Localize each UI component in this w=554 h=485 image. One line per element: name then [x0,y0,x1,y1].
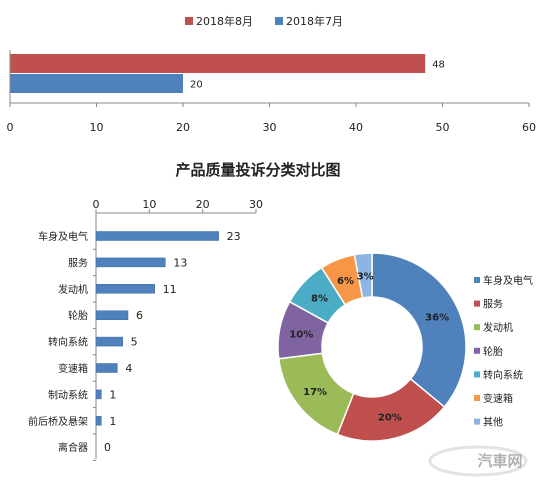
bar [95,336,123,347]
category-label: 发动机 [58,283,88,296]
category-label: 服务 [68,256,88,269]
legend-swatch [275,17,283,25]
x-tick-label: 60 [522,121,536,134]
bar [10,54,426,73]
category-label: 前后桥及悬架 [28,415,88,428]
legend-swatch [185,17,193,25]
watermark-logo: 汽車网 [428,445,528,477]
category-label: 轮胎 [68,309,88,322]
legend-label: 其他 [483,416,503,429]
bar [95,284,155,294]
svg-text:汽車网: 汽車网 [477,452,522,470]
category-label: 制动系统 [48,388,88,401]
data-label: 11 [163,283,177,296]
legend-swatch [474,418,480,425]
category-label: 离合器 [58,441,88,454]
x-tick-label: 50 [436,121,450,134]
bar [10,74,183,93]
slice-label: 10% [289,330,313,341]
chart-title: 产品质量投诉分类对比图 [175,161,340,179]
x-tick-label: 30 [249,198,263,211]
data-label: 20 [190,80,203,91]
legend-label: 服务 [483,298,503,311]
data-label: 48 [432,60,445,71]
data-label: 4 [125,362,132,375]
x-tick-label: 30 [263,121,277,134]
bar [95,257,166,268]
x-tick-label: 40 [349,121,363,134]
legend-swatch [474,300,480,307]
donut-slice [353,252,373,299]
x-tick-label: 20 [196,198,210,211]
data-label: 1 [109,388,116,401]
data-label: 23 [227,230,241,243]
slice-label: 6% [337,276,354,287]
legend-label: 发动机 [483,321,513,334]
slice-label: 36% [425,312,449,323]
slice-label: 8% [311,294,328,305]
donut-slice [371,252,467,408]
legend-swatch [474,395,480,401]
x-tick-label: 0 [93,198,100,211]
bar [95,231,219,241]
bar [95,363,118,373]
slice-label: 20% [378,413,402,424]
legend-label: 转向系统 [483,368,523,381]
bar [95,310,129,320]
legend-label: 轮胎 [483,345,503,358]
legend-swatch [474,324,480,331]
data-label: 0 [104,441,111,454]
legend-label: 2018年8月 [196,14,253,28]
data-label: 1 [109,415,116,428]
category-label: 变速箱 [58,362,88,375]
data-label: 13 [173,256,187,269]
legend-label: 变速箱 [483,392,513,405]
data-label: 5 [131,336,138,349]
category-label: 车身及电气 [38,230,88,243]
x-tick-label: 0 [7,121,14,134]
slice-label: 3% [357,271,374,282]
legend-swatch [474,371,480,378]
category-label: 转向系统 [48,336,88,349]
legend-label: 车身及电气 [483,274,533,287]
bar [95,416,102,426]
data-label: 6 [136,309,143,322]
legend-swatch [474,277,480,283]
bar [95,389,102,400]
monthly-comparison-chart: 2018年8月 2018年7月 48 20 0 10 20 30 40 50 60 [7,14,537,134]
legend-label: 2018年7月 [286,14,343,28]
legend-swatch [474,347,480,354]
x-tick-label: 10 [142,198,156,211]
slice-label: 17% [303,387,327,398]
x-tick-label: 10 [90,121,104,134]
x-tick-label: 20 [176,121,190,134]
